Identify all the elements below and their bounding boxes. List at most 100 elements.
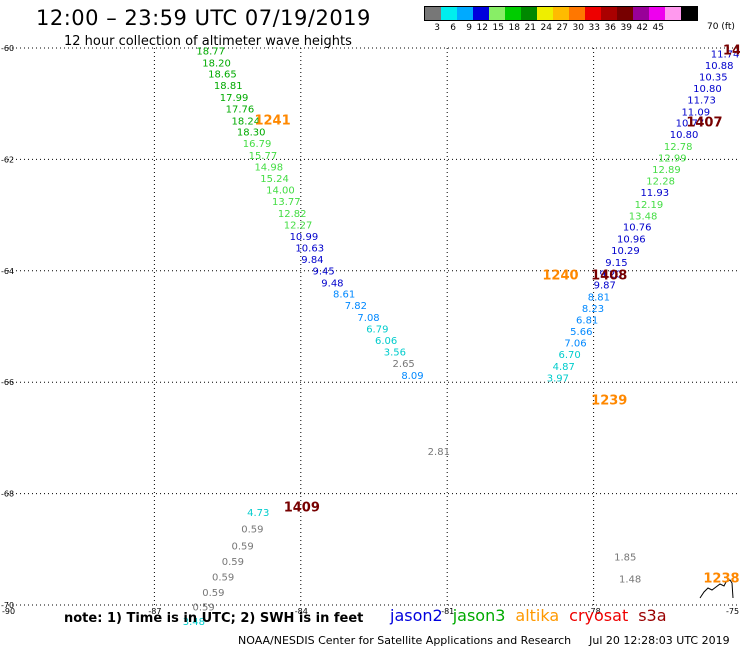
legend-tick-label: 30	[572, 23, 584, 33]
legend-tick-label: 12	[476, 23, 488, 33]
legend-swatch	[425, 7, 441, 20]
lon-tick-label: -78	[588, 607, 601, 616]
legend-swatch	[537, 7, 553, 20]
wave-height-label: 18.20	[202, 58, 231, 69]
track-label-layer: 1406 1407 1241 1240 1408 1239 1409 1238	[254, 44, 740, 587]
wave-height-label: 10.29	[611, 246, 640, 257]
track-id-label: 1239	[591, 393, 627, 408]
legend-swatch	[569, 7, 585, 20]
wave-height-label: 14.00	[266, 185, 295, 196]
satellite-cryosat: cryosat	[569, 606, 629, 625]
wave-height-label: 1.85	[614, 552, 636, 563]
wave-height-label: 0.59	[192, 603, 214, 614]
wave-height-label: 15.77	[249, 151, 278, 162]
wave-height-label: 16.79	[243, 139, 272, 150]
wave-height-label: 10.96	[617, 234, 646, 245]
track-id-label: 1408	[591, 269, 627, 284]
lon-tick-label: -81	[441, 607, 454, 616]
wave-height-label: 4.87	[553, 362, 575, 373]
wave-height-label: 5.66	[570, 327, 592, 338]
color-legend: 3 6 9 12 15 18 21 24 27 30 33 36 39 42 45 70 (ft)	[424, 6, 735, 33]
wave-height-label: 9.20	[599, 269, 621, 280]
lon-tick-label: -87	[148, 607, 161, 616]
track-id-label: 1240	[542, 269, 578, 284]
wave-height-label: 1.48	[619, 575, 641, 586]
lat-tick-label: -60	[1, 44, 14, 53]
footer-center: NOAA/NESDIS Center for Satellite Applica…	[238, 634, 572, 647]
wave-height-label: 10.63	[295, 243, 324, 254]
legend-swatch	[633, 7, 649, 20]
wave-height-label: 2.81	[428, 447, 450, 458]
wave-height-label: 9.87	[594, 281, 616, 292]
track-id-label: 1241	[254, 113, 290, 128]
legend-swatch	[585, 7, 601, 20]
lon-tick-label: -75	[726, 607, 739, 616]
legend-swatch	[617, 7, 633, 20]
wave-height-label: 14.98	[254, 163, 283, 174]
wave-height-label: 3.56	[384, 347, 406, 358]
wave-height-label: 15.24	[260, 174, 289, 185]
satellite-legend: jason2 jason3 altika cryosat s3a	[390, 606, 677, 625]
satellite-jason3: jason3	[452, 606, 506, 625]
wave-height-label: 12.99	[658, 154, 687, 165]
legend-tick-label: 6	[450, 23, 456, 33]
legend-tick-label: 21	[524, 23, 536, 33]
track-id-label: 1409	[284, 500, 320, 515]
legend-tick-label: 45	[652, 23, 664, 33]
legend-swatch	[681, 7, 697, 20]
wave-height-label: 10.88	[705, 61, 734, 72]
legend-unit: 70 (ft)	[707, 22, 735, 32]
legend-swatch	[441, 7, 457, 20]
wave-height-label: 9.84	[301, 255, 323, 266]
wave-height-label: 0.59	[232, 541, 254, 552]
lat-tick-label: -64	[1, 267, 14, 276]
legend-tick-label: 42	[636, 23, 648, 33]
wave-height-label: 6.70	[558, 350, 580, 361]
legend-swatch	[473, 7, 489, 20]
wave-height-label: 0.59	[212, 572, 234, 583]
axis-ticks: -60 -62 -64 -66 -68 -70-90 -87 -84 -81 -78 -75	[1, 44, 739, 616]
legend-swatch	[665, 7, 681, 20]
satellite-altika: altika	[515, 606, 560, 625]
wave-height-label: 17.99	[220, 93, 249, 104]
wave-height-label: 12.28	[646, 176, 675, 187]
satellite-s3a: s3a	[638, 606, 667, 625]
legend-tick-label: 24	[540, 23, 552, 33]
legend-tick-label: 3	[434, 23, 440, 33]
wave-height-label: 2.65	[393, 359, 415, 370]
wave-height-label: 11.73	[687, 96, 716, 107]
track-id-label: 1406	[723, 44, 740, 59]
lat-tick-label: -62	[1, 155, 14, 164]
legend-swatch	[521, 7, 537, 20]
page-title: 12:00 – 23:59 UTC 07/19/2019	[36, 6, 371, 30]
wave-height-label: 8.09	[401, 371, 423, 382]
legend-tick-label: 36	[604, 23, 616, 33]
wave-height-label: 10.77	[676, 119, 705, 130]
wave-height-label: 10.80	[670, 130, 699, 141]
track-id-label: 1407	[686, 116, 722, 131]
track-id-label: 1238	[703, 572, 739, 587]
wave-height-label: 18.30	[237, 127, 266, 138]
observation-layer: 18.7718.2018.6518.8117.9917.7618.2418.30…	[183, 47, 740, 628]
wave-height-label: 10.80	[693, 84, 722, 95]
wave-height-label: 8.81	[588, 292, 610, 303]
legend-swatches	[424, 6, 698, 21]
legend-tick-label: 9	[466, 23, 472, 33]
wave-height-label: 10.35	[699, 72, 728, 83]
lon-tick-label: -90	[2, 607, 15, 616]
wave-height-label: 10.76	[623, 223, 652, 234]
wave-height-label: 12.82	[278, 209, 307, 220]
note-text: note: 1) Time is in UTC; 2) SWH is in fe…	[64, 611, 364, 626]
wave-height-label: 18.81	[214, 81, 243, 92]
wave-height-label: 7.06	[564, 339, 586, 350]
wave-height-label: 7.82	[345, 301, 367, 312]
legend-labels: 3 6 9 12 15 18 21 24 27 30 33 36 39 42 45	[424, 23, 698, 33]
wave-height-label: 9.45	[313, 267, 335, 278]
legend-tick-label: 33	[588, 23, 600, 33]
lat-tick-label: -70	[1, 601, 14, 610]
wave-height-label: 18.65	[208, 70, 237, 81]
map-grid	[8, 47, 740, 606]
wave-height-label: 6.06	[375, 336, 397, 347]
lat-tick-label: -66	[1, 378, 14, 387]
wave-height-label: 12.78	[664, 142, 693, 153]
